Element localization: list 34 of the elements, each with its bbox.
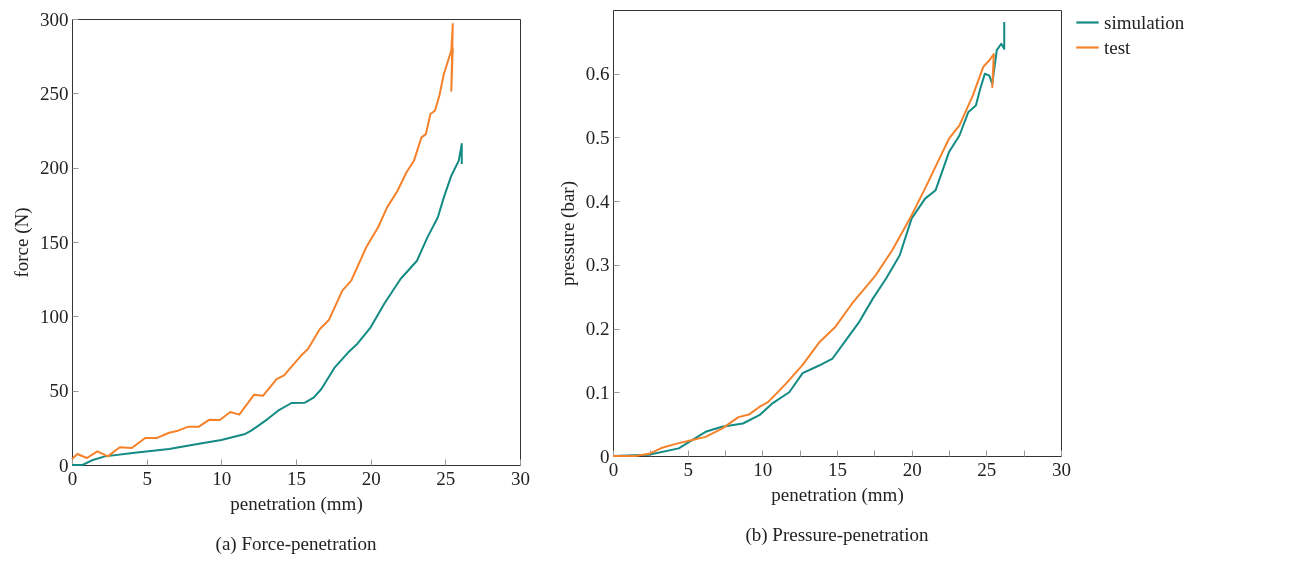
line-series: [71, 23, 454, 461]
y-tick-label: 0.1: [585, 381, 610, 403]
y-tick-label: 200: [40, 157, 69, 179]
y-tick-label: 0.3: [585, 254, 610, 276]
x-tick-label: 10: [753, 458, 773, 480]
x-tick-label: 5: [683, 458, 693, 480]
text: (b) Pressure-penetration: [745, 524, 930, 546]
x-tick-label: 15: [287, 467, 306, 489]
y-tick-label: 0.6: [585, 63, 610, 85]
x-axis-title: penetration (mm): [771, 483, 904, 506]
y-tick-label: 300: [40, 8, 69, 30]
text: (a) Force-penetration: [215, 533, 377, 555]
y-tick-label: 0.2: [585, 318, 610, 340]
x-axis-title: penetration (mm): [230, 492, 363, 515]
x-tick-label: 30: [1052, 458, 1071, 480]
y-tick-label: 0.5: [585, 126, 610, 148]
line-series: [71, 143, 463, 466]
x-tick-label: 10: [212, 467, 232, 489]
y-tick-label: 100: [40, 305, 69, 327]
y-tick-label: 0.4: [585, 190, 610, 212]
legend-label: test: [1104, 36, 1132, 58]
x-tick-label: 25: [436, 467, 456, 489]
legend-label: simulation: [1104, 11, 1185, 33]
y-tick-label: 250: [40, 82, 69, 104]
y-tick-label: 50: [49, 380, 69, 402]
y-axis-title: pressure (bar): [556, 181, 579, 286]
x-tick-label: 15: [828, 458, 847, 480]
x-tick-label: 20: [361, 467, 381, 489]
x-tick-label: 20: [902, 458, 922, 480]
x-tick-label: 25: [977, 458, 997, 480]
y-axis-title: force (N): [11, 207, 33, 278]
x-tick-label: 30: [511, 467, 530, 489]
y-tick-label: 150: [40, 231, 69, 253]
x-tick-label: 5: [142, 467, 152, 489]
